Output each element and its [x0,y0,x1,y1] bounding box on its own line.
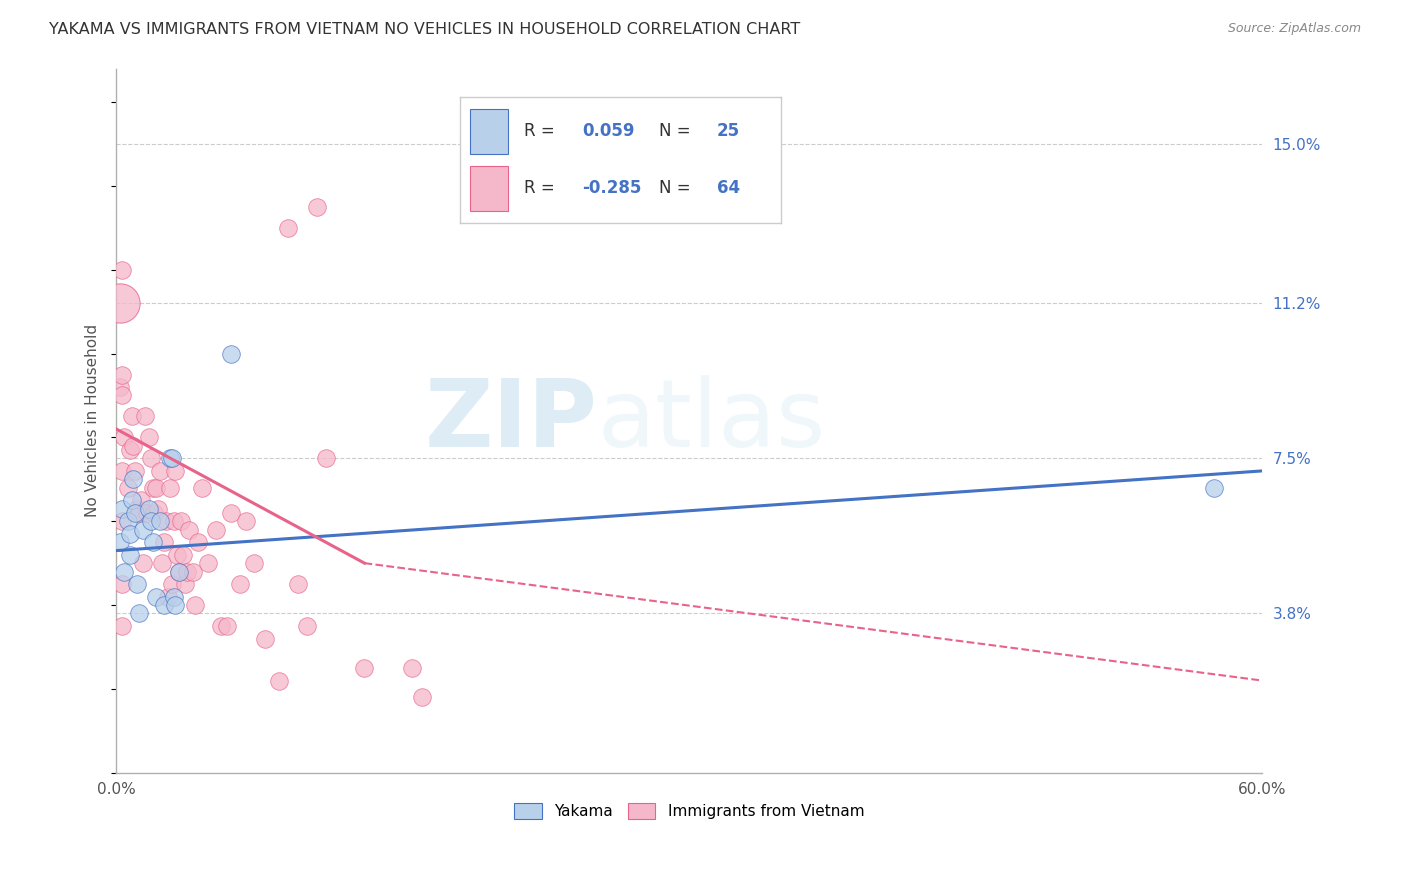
Point [111,577,134,591]
Point [160,577,183,591]
Point [111,619,134,633]
Point [235,514,257,528]
Point [219,346,242,360]
Point [145,481,167,495]
Point [149,514,172,528]
Point [197,556,219,570]
Point [155,514,177,528]
Point [1204,481,1226,495]
Point [145,590,167,604]
Point [160,451,183,466]
Point [156,590,179,604]
Point [169,565,191,579]
Point [128,506,150,520]
Point [165,464,187,478]
Point [122,439,145,453]
Text: atlas: atlas [598,375,825,467]
Point [141,535,163,549]
Point [111,464,134,478]
Point [159,481,181,495]
Point [187,535,209,549]
Point [170,514,193,528]
Point [121,409,143,424]
Point [143,506,166,520]
Point [132,523,155,537]
Point [141,481,163,495]
Point [148,501,170,516]
Point [118,548,141,562]
Point [162,514,184,528]
Point [166,548,188,562]
Point [128,607,150,621]
Point [127,501,149,516]
Point [108,296,131,310]
Point [353,661,375,675]
Point [159,451,181,466]
Point [127,577,149,591]
Y-axis label: No Vehicles in Household: No Vehicles in Household [86,324,100,517]
Text: YAKAMA VS IMMIGRANTS FROM VIETNAM NO VEHICLES IN HOUSEHOLD CORRELATION CHART: YAKAMA VS IMMIGRANTS FROM VIETNAM NO VEH… [49,22,800,37]
Point [111,514,134,528]
Point [287,577,309,591]
Point [138,430,160,444]
Point [172,548,194,562]
Point [134,409,156,424]
Point [183,598,205,612]
Point [176,565,198,579]
Point [121,493,143,508]
Point [401,661,423,675]
Point [124,506,146,520]
Point [153,535,176,549]
Point [108,535,131,549]
Point [242,556,264,570]
Point [124,464,146,478]
Point [219,506,242,520]
Text: ZIP: ZIP [425,375,598,467]
Text: Source: ZipAtlas.com: Source: ZipAtlas.com [1227,22,1361,36]
Point [162,590,184,604]
Point [209,619,232,633]
Legend: Yakama, Immigrants from Vietnam: Yakama, Immigrants from Vietnam [508,797,870,825]
Point [254,632,277,646]
Point [153,598,176,612]
Point [129,493,152,508]
Point [118,442,141,457]
Point [177,523,200,537]
Point [139,514,162,528]
Point [118,526,141,541]
Point [191,481,214,495]
Point [229,577,252,591]
Point [112,430,135,444]
Point [117,514,139,528]
Point [132,556,155,570]
Point [111,388,134,402]
Point [277,220,299,235]
Point [315,451,337,466]
Point [165,598,187,612]
Point [108,380,131,394]
Point [181,565,204,579]
Point [215,619,238,633]
Point [111,501,134,516]
Point [135,506,157,520]
Point [169,565,191,579]
Point [111,368,134,382]
Point [122,472,145,486]
Point [139,451,162,466]
Point [111,262,134,277]
Point [149,464,172,478]
Point [297,619,319,633]
Point [204,523,226,537]
Point [305,200,328,214]
Point [174,577,197,591]
Point [150,556,173,570]
Point [267,673,290,688]
Point [112,565,135,579]
Point [411,690,433,705]
Point [117,481,139,495]
Point [138,501,160,516]
